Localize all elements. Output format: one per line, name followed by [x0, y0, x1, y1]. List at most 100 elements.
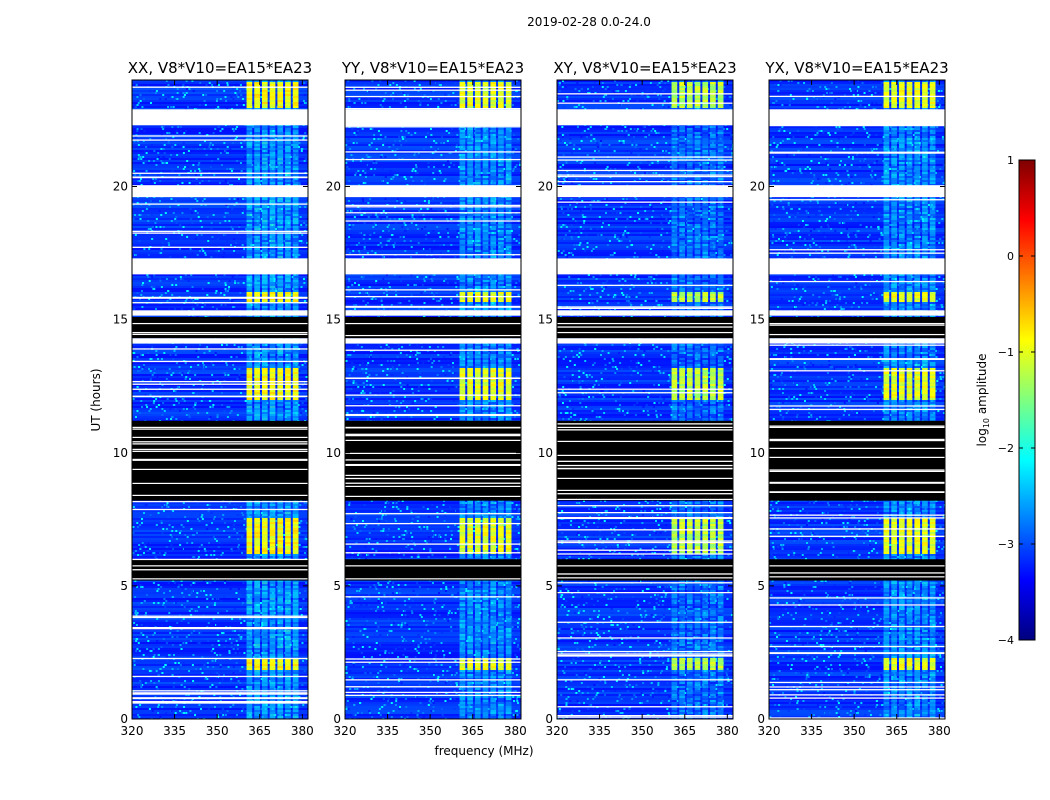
rfi-channel	[246, 96, 253, 98]
noise-row	[132, 164, 308, 166]
noise-speck	[132, 532, 135, 534]
rfi-channel	[246, 386, 253, 388]
noise-speck	[240, 622, 243, 624]
noise-speck	[175, 530, 178, 532]
rfi-channel	[277, 88, 284, 90]
noise-speck	[171, 96, 174, 98]
noise-speck	[170, 154, 173, 156]
noise-speck	[139, 174, 142, 176]
rfi-channel	[269, 372, 276, 374]
rfi-channel	[254, 234, 260, 236]
rfi-channel	[292, 608, 299, 610]
rfi-channel	[285, 548, 291, 550]
rfi-channel	[246, 92, 253, 94]
noise-speck	[209, 582, 212, 584]
noise-speck	[142, 354, 145, 356]
rfi-channel	[246, 618, 253, 620]
rfi-channel	[292, 306, 299, 308]
rfi-channel	[254, 526, 260, 528]
rfi-channel	[254, 346, 260, 348]
rfi-channel	[292, 632, 299, 634]
noise-speck	[227, 518, 230, 520]
rfi-channel	[277, 624, 284, 626]
rfi-channel	[254, 412, 260, 414]
rfi-channel	[261, 410, 268, 412]
noise-speck	[189, 248, 192, 250]
noise-speck	[135, 84, 138, 86]
noise-speck	[223, 216, 226, 218]
rfi-channel	[292, 366, 299, 368]
rfi-channel	[246, 184, 253, 186]
noise-speck	[193, 630, 196, 632]
noise-speck	[158, 552, 161, 554]
noise-speck	[237, 588, 240, 590]
rfi-channel	[261, 132, 268, 134]
rfi-channel	[277, 184, 284, 186]
noise-speck	[182, 134, 185, 136]
rfi-channel	[246, 274, 253, 276]
noise-speck	[210, 512, 213, 514]
noise-speck	[301, 242, 304, 244]
noise-speck	[192, 90, 195, 92]
rfi-channel	[246, 366, 253, 368]
noise-speck	[204, 252, 207, 254]
rfi-channel	[292, 152, 299, 154]
noise-speck	[306, 250, 308, 252]
noise-speck	[208, 180, 211, 182]
noise-speck	[205, 366, 208, 368]
rfi-channel	[269, 132, 276, 134]
rfi-channel	[246, 290, 253, 292]
noise-speck	[213, 516, 216, 518]
rfi-channel	[269, 158, 276, 160]
rfi-channel	[285, 202, 291, 204]
noise-speck	[190, 528, 193, 530]
rfi-channel	[292, 416, 299, 418]
rfi-channel	[292, 532, 299, 534]
rfi-channel	[292, 254, 299, 256]
rfi-channel	[285, 418, 291, 420]
rfi-channel	[254, 306, 260, 308]
noise-speck	[140, 400, 143, 402]
rfi-channel	[292, 180, 299, 182]
rfi-channel	[277, 542, 284, 544]
noise-speck	[166, 300, 169, 302]
noise-speck	[283, 512, 286, 514]
rfi-channel	[277, 212, 284, 214]
noise-speck	[148, 280, 151, 282]
noise-speck	[182, 618, 185, 620]
noise-speck	[298, 146, 301, 148]
rfi-channel	[261, 218, 268, 220]
noise-speck	[215, 290, 218, 292]
noise-speck	[191, 590, 194, 592]
rfi-channel	[246, 254, 253, 256]
noise-speck	[211, 236, 214, 238]
noise-speck	[175, 222, 178, 224]
rfi-channel	[292, 236, 299, 238]
noise-speck	[212, 504, 215, 506]
rfi-channel	[261, 94, 268, 96]
noise-speck	[200, 400, 203, 402]
noise-speck	[134, 610, 137, 612]
rfi-channel	[261, 88, 268, 90]
rfi-channel	[254, 580, 260, 582]
rfi-channel	[269, 286, 276, 288]
noise-row	[132, 590, 308, 592]
noise-speck	[304, 206, 307, 208]
rfi-channel	[261, 212, 268, 214]
rfi-channel	[285, 96, 291, 98]
noise-speck	[170, 510, 173, 512]
noise-speck	[223, 294, 226, 296]
rfi-channel	[277, 94, 284, 96]
rfi-channel	[269, 506, 276, 508]
noise-speck	[230, 400, 233, 402]
noise-speck	[237, 282, 240, 284]
noise-speck	[206, 216, 209, 218]
noise-speck	[142, 162, 145, 164]
rfi-channel	[254, 180, 260, 182]
rfi-channel	[285, 248, 291, 250]
noise-speck	[219, 382, 222, 384]
rfi-channel	[292, 368, 299, 370]
noise-speck	[275, 520, 278, 522]
noise-speck	[152, 178, 155, 180]
